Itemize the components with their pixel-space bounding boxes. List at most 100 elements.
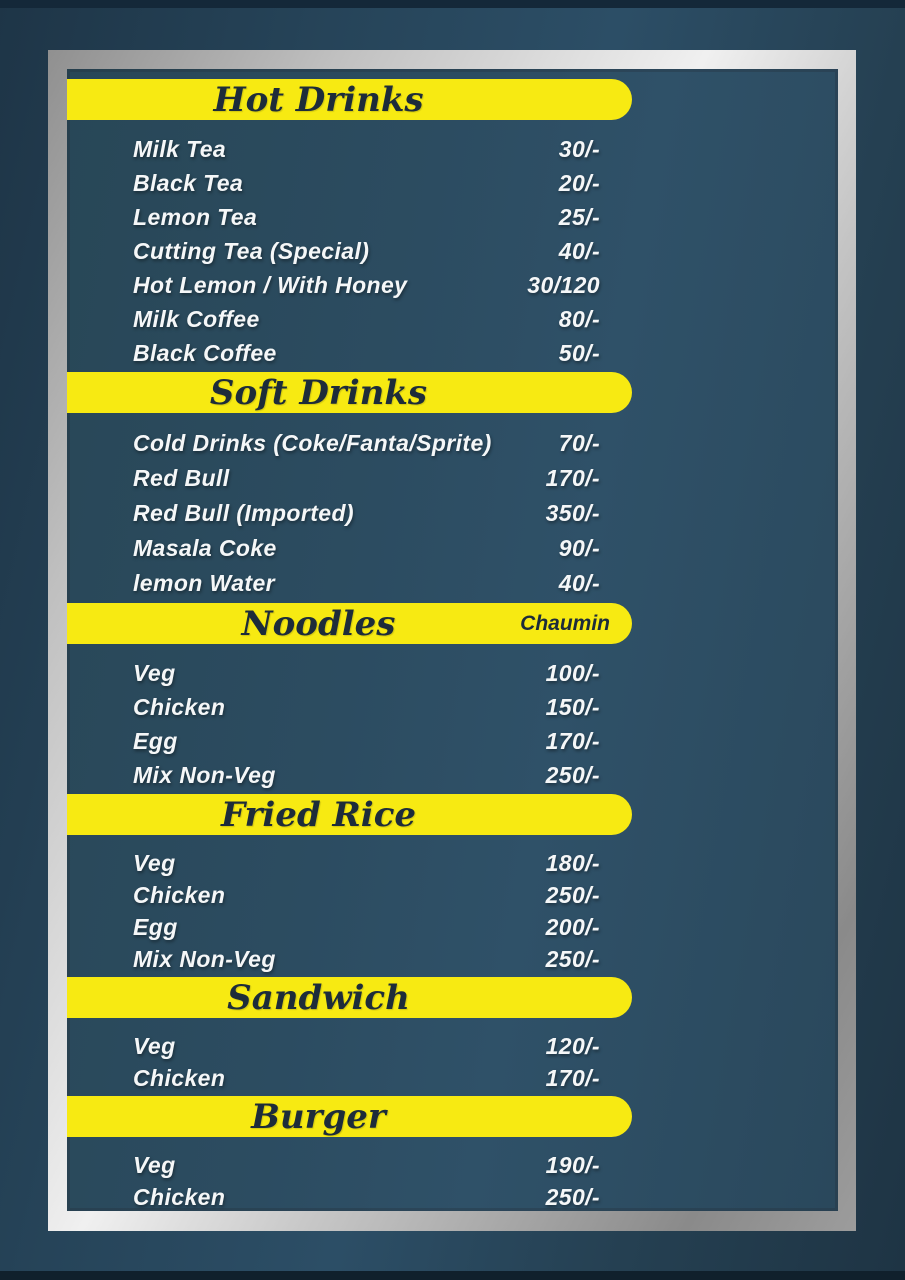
item-price: 180/- — [545, 850, 600, 876]
menu-item-row: Milk Tea 30/- — [133, 132, 600, 166]
item-name: Black Tea — [133, 170, 244, 196]
menu-item-row: Lemon Tea 25/- — [133, 200, 600, 234]
item-name: Cutting Tea (Special) — [133, 238, 370, 264]
menu-section-sandwich: Sandwich Veg 120/- Chicken 170/- — [67, 977, 838, 1094]
menu-section-burger: Burger Veg 190/- Chicken 250/- — [67, 1096, 838, 1213]
menu-item-row: Veg 120/- — [133, 1030, 600, 1062]
section-header-bar: Hot Drinks — [67, 79, 632, 120]
item-price: 190/- — [545, 1152, 600, 1178]
top-edge-strip — [0, 0, 905, 8]
menu-item-row: Red Bull 170/- — [133, 461, 600, 496]
item-name: Chicken — [133, 882, 226, 908]
menu-item-row: Chicken 250/- — [133, 1181, 600, 1213]
item-price: 25/- — [558, 204, 600, 230]
section-items: Veg 120/- Chicken 170/- — [133, 1030, 600, 1094]
menu-item-row: Veg 180/- — [133, 847, 600, 879]
bottom-edge-strip — [0, 1271, 905, 1280]
item-name: Chicken — [133, 694, 226, 720]
menu-item-row: Hot Lemon / With Honey 30/120 — [133, 268, 600, 302]
item-price: 150/- — [545, 694, 600, 720]
menu-item-row: Veg 190/- — [133, 1149, 600, 1181]
item-price: 80/- — [558, 306, 600, 332]
item-name: Lemon Tea — [133, 204, 258, 230]
menu-section-hot-drinks: Hot Drinks Milk Tea 30/- Black Tea 20/- … — [67, 79, 838, 370]
item-name: Hot Lemon / With Honey — [133, 272, 408, 298]
item-name: Chicken — [133, 1184, 226, 1210]
section-title: Hot Drinks — [213, 79, 424, 120]
item-price: 350/- — [545, 500, 600, 526]
menu-item-row: Black Coffee 50/- — [133, 336, 600, 370]
menu-section-soft-drinks: Soft Drinks Cold Drinks (Coke/Fanta/Spri… — [67, 372, 838, 601]
menu-item-row: Black Tea 20/- — [133, 166, 600, 200]
item-name: Egg — [133, 728, 178, 754]
menu-item-row: Mix Non-Veg 250/- — [133, 758, 600, 792]
menu-item-row: Cutting Tea (Special) 40/- — [133, 234, 600, 268]
menu-item-row: Red Bull (Imported) 350/- — [133, 496, 600, 531]
item-price: 70/- — [558, 430, 600, 456]
section-items: Veg 100/- Chicken 150/- Egg 170/- Mix No… — [133, 656, 600, 792]
item-name: Mix Non-Veg — [133, 946, 276, 972]
menu-item-row: Chicken 170/- — [133, 1062, 600, 1094]
item-price: 40/- — [558, 570, 600, 596]
section-items: Milk Tea 30/- Black Tea 20/- Lemon Tea 2… — [133, 132, 600, 370]
section-title: Sandwich — [227, 977, 410, 1018]
item-name: Cold Drinks (Coke/Fanta/Sprite) — [133, 430, 492, 456]
item-price: 20/- — [558, 170, 600, 196]
menu-item-row: Veg 100/- — [133, 656, 600, 690]
menu-item-row: Cold Drinks (Coke/Fanta/Sprite) 70/- — [133, 426, 600, 461]
menu-item-row: Masala Coke 90/- — [133, 531, 600, 566]
section-header-bar: Burger — [67, 1096, 632, 1137]
menu-frame: Hot Drinks Milk Tea 30/- Black Tea 20/- … — [48, 50, 856, 1231]
section-header-bar: Fried Rice — [67, 794, 632, 835]
menu-item-row: Mix Non-Veg 250/- — [133, 943, 600, 975]
item-price: 100/- — [545, 660, 600, 686]
section-header-bar: Noodles Chaumin — [67, 603, 632, 644]
item-price: 30/120 — [527, 272, 600, 298]
item-price: 120/- — [545, 1033, 600, 1059]
item-name: Masala Coke — [133, 535, 277, 561]
item-price: 250/- — [545, 946, 600, 972]
item-name: Veg — [133, 1033, 176, 1059]
menu-section-noodles: Noodles Chaumin Veg 100/- Chicken 150/- … — [67, 603, 838, 792]
section-title: Noodles — [241, 603, 396, 644]
menu-item-row: Egg 200/- — [133, 911, 600, 943]
item-price: 170/- — [545, 465, 600, 491]
item-name: Red Bull — [133, 465, 230, 491]
section-badge: Chaumin — [520, 611, 610, 635]
menu-item-row: lemon Water 40/- — [133, 566, 600, 601]
item-price: 90/- — [558, 535, 600, 561]
item-name: Veg — [133, 850, 176, 876]
item-name: Veg — [133, 660, 176, 686]
item-price: 30/- — [558, 136, 600, 162]
menu-panel: Hot Drinks Milk Tea 30/- Black Tea 20/- … — [67, 69, 838, 1211]
section-items: Veg 180/- Chicken 250/- Egg 200/- Mix No… — [133, 847, 600, 975]
menu-item-row: Chicken 250/- — [133, 879, 600, 911]
item-price: 250/- — [545, 762, 600, 788]
item-name: Veg — [133, 1152, 176, 1178]
item-price: 170/- — [545, 1065, 600, 1091]
section-title: Fried Rice — [220, 794, 417, 835]
section-title: Burger — [251, 1096, 386, 1137]
section-title: Soft Drinks — [209, 372, 428, 413]
item-name: Chicken — [133, 1065, 226, 1091]
item-name: Black Coffee — [133, 340, 277, 366]
item-price: 40/- — [558, 238, 600, 264]
item-name: Milk Tea — [133, 136, 227, 162]
menu-item-row: Chicken 150/- — [133, 690, 600, 724]
item-price: 50/- — [558, 340, 600, 366]
item-name: Red Bull (Imported) — [133, 500, 354, 526]
section-items: Cold Drinks (Coke/Fanta/Sprite) 70/- Red… — [133, 426, 600, 601]
menu-section-fried-rice: Fried Rice Veg 180/- Chicken 250/- Egg 2… — [67, 794, 838, 975]
menu-item-row: Egg 170/- — [133, 724, 600, 758]
section-items: Veg 190/- Chicken 250/- — [133, 1149, 600, 1213]
item-price: 250/- — [545, 882, 600, 908]
item-name: Egg — [133, 914, 178, 940]
item-name: Mix Non-Veg — [133, 762, 276, 788]
item-name: lemon Water — [133, 570, 276, 596]
item-price: 250/- — [545, 1184, 600, 1210]
item-price: 200/- — [545, 914, 600, 940]
section-header-bar: Sandwich — [67, 977, 632, 1018]
section-header-bar: Soft Drinks — [67, 372, 632, 413]
item-name: Milk Coffee — [133, 306, 260, 332]
item-price: 170/- — [545, 728, 600, 754]
